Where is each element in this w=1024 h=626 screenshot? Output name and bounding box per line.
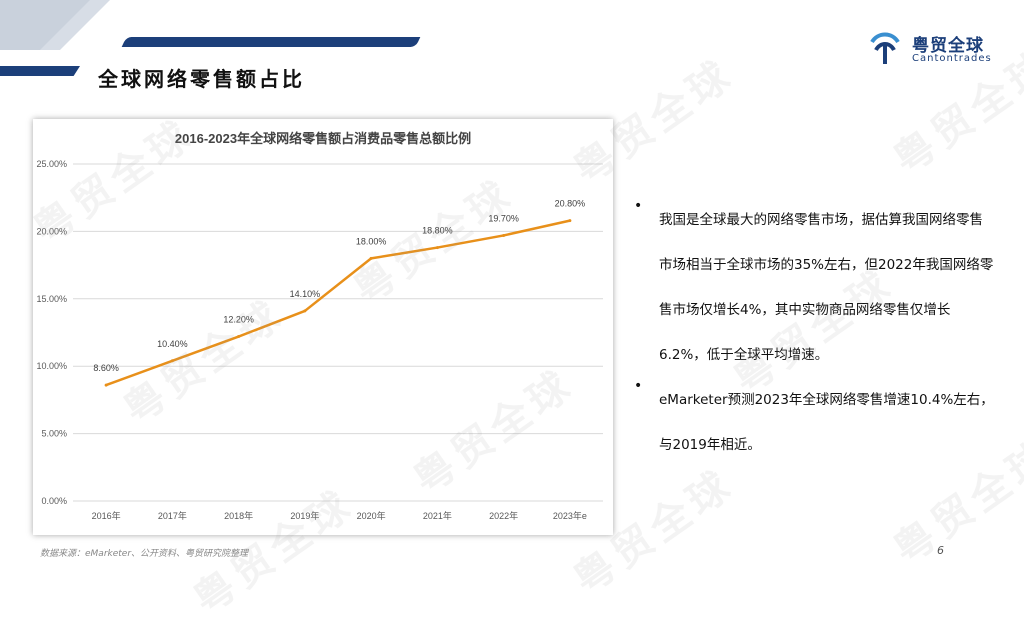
data-label: 10.40%	[157, 339, 188, 349]
x-tick-label: 2022年	[489, 510, 518, 521]
corner-decoration	[0, 0, 110, 50]
y-tick-label: 0.00%	[41, 496, 67, 506]
chart-panel: 2016-2023年全球网络零售额占消费品零售总额比例 0.00% 5.00% 10.…	[33, 119, 613, 535]
data-label: 20.80%	[555, 199, 586, 209]
x-tick-label: 2016年	[92, 510, 121, 521]
data-label: 12.20%	[223, 315, 254, 325]
data-point	[237, 335, 241, 339]
page-number: 6	[937, 544, 944, 557]
bullet-list: • 我国是全球最大的网络零售市场，据估算我国网络零售市场相当于全球市场的35%左…	[634, 198, 994, 468]
data-label: 8.60%	[93, 363, 119, 373]
x-tick-label: 2020年	[357, 510, 386, 521]
logo-name-cn: 粤贸全球	[912, 36, 984, 56]
bullet-item: • eMarketer预测2023年全球网络零售增速10.4%左右，与2019年…	[634, 378, 994, 468]
data-label: 14.10%	[290, 289, 321, 299]
bullet-text: eMarketer预测2023年全球网络零售增速10.4%左右，与2019年相近…	[659, 392, 994, 453]
data-point	[502, 233, 506, 237]
data-point	[303, 309, 307, 313]
data-point	[568, 219, 572, 223]
bullet-item: • 我国是全球最大的网络零售市场，据估算我国网络零售市场相当于全球市场的35%左…	[634, 198, 994, 378]
y-tick-label: 10.00%	[36, 361, 67, 371]
logo-icon	[870, 32, 900, 64]
title-accent-bar	[0, 66, 80, 76]
bullet-dot: •	[634, 198, 643, 214]
x-tick-label: 2021年	[423, 510, 452, 521]
data-point	[170, 359, 174, 363]
y-tick-label: 25.00%	[36, 159, 67, 169]
y-tick-label: 5.00%	[41, 429, 67, 439]
page-title: 全球网络零售额占比	[98, 67, 305, 91]
data-point	[435, 246, 439, 250]
data-source-note: 数据来源：eMarketer、公开资料、粤贸研究院整理	[40, 549, 249, 559]
x-tick-label: 2023年e	[553, 510, 587, 521]
x-tick-label: 2019年	[290, 510, 319, 521]
logo-name-en: Cantontrades	[912, 53, 992, 64]
data-point	[369, 256, 373, 260]
x-tick-label: 2018年	[224, 510, 253, 521]
data-label: 19.70%	[488, 213, 519, 223]
data-point	[104, 383, 108, 387]
chart-title: 2016-2023年全球网络零售额占消费品零售总额比例	[175, 131, 471, 146]
header-accent-bar	[121, 37, 421, 47]
data-label: 18.00%	[356, 236, 387, 246]
bullet-dot: •	[634, 378, 643, 394]
x-tick-label: 2017年	[158, 510, 187, 521]
data-label: 18.80%	[422, 226, 453, 236]
line-chart: 2016-2023年全球网络零售额占消费品零售总额比例 0.00% 5.00% 10.…	[36, 131, 603, 521]
bullet-text: 我国是全球最大的网络零售市场，据估算我国网络零售市场相当于全球市场的35%左右，…	[659, 212, 994, 363]
y-tick-label: 15.00%	[36, 294, 67, 304]
series-line	[105, 219, 571, 387]
y-tick-label: 20.00%	[36, 226, 67, 236]
